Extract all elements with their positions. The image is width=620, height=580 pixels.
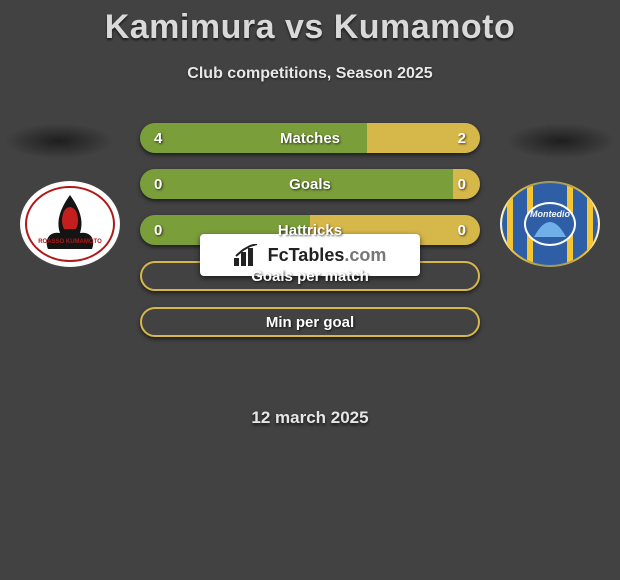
chart-icon [234, 244, 262, 266]
bar-value-left: 0 [154, 169, 162, 199]
brand-text: FcTables.com [268, 245, 387, 266]
shadow-right [506, 123, 616, 159]
bar-label: Min per goal [142, 314, 478, 331]
match-date: 12 march 2025 [0, 408, 620, 428]
page-title: Kamimura vs Kumamoto [0, 0, 620, 47]
brand-name: FcTables [268, 245, 345, 265]
roasso-kumamoto-badge: ROASSO KUMAMOTO [20, 181, 120, 267]
svg-text:ROASSO KUMAMOTO: ROASSO KUMAMOTO [38, 239, 102, 245]
bar-value-right: 0 [458, 169, 466, 199]
brand-domain: .com [344, 245, 386, 265]
bar-label: Goals [140, 176, 480, 193]
stat-bar-min-per-goal: Min per goal [140, 307, 480, 337]
bar-value-right: 0 [458, 215, 466, 245]
stat-bar-goals: Goals0 0 [140, 169, 480, 199]
stat-bar-matches: Matches4 2 [140, 123, 480, 153]
svg-text:Montedio: Montedio [530, 209, 570, 219]
bar-label: Hattricks [140, 222, 480, 239]
page-subtitle: Club competitions, Season 2025 [0, 65, 620, 83]
bar-value-left: 4 [154, 123, 162, 153]
bar-label: Goals per match [142, 268, 478, 285]
shadow-left [4, 123, 114, 159]
bar-value-right: 2 [458, 123, 466, 153]
montedio-badge: Montedio [500, 181, 600, 267]
bar-value-left: 0 [154, 215, 162, 245]
team-badge-left: ROASSO KUMAMOTO [20, 181, 120, 267]
team-badge-right: Montedio [500, 181, 600, 267]
stat-bars: Matches42Goals00Hattricks00Goals per mat… [140, 123, 480, 353]
bar-label: Matches [140, 130, 480, 147]
